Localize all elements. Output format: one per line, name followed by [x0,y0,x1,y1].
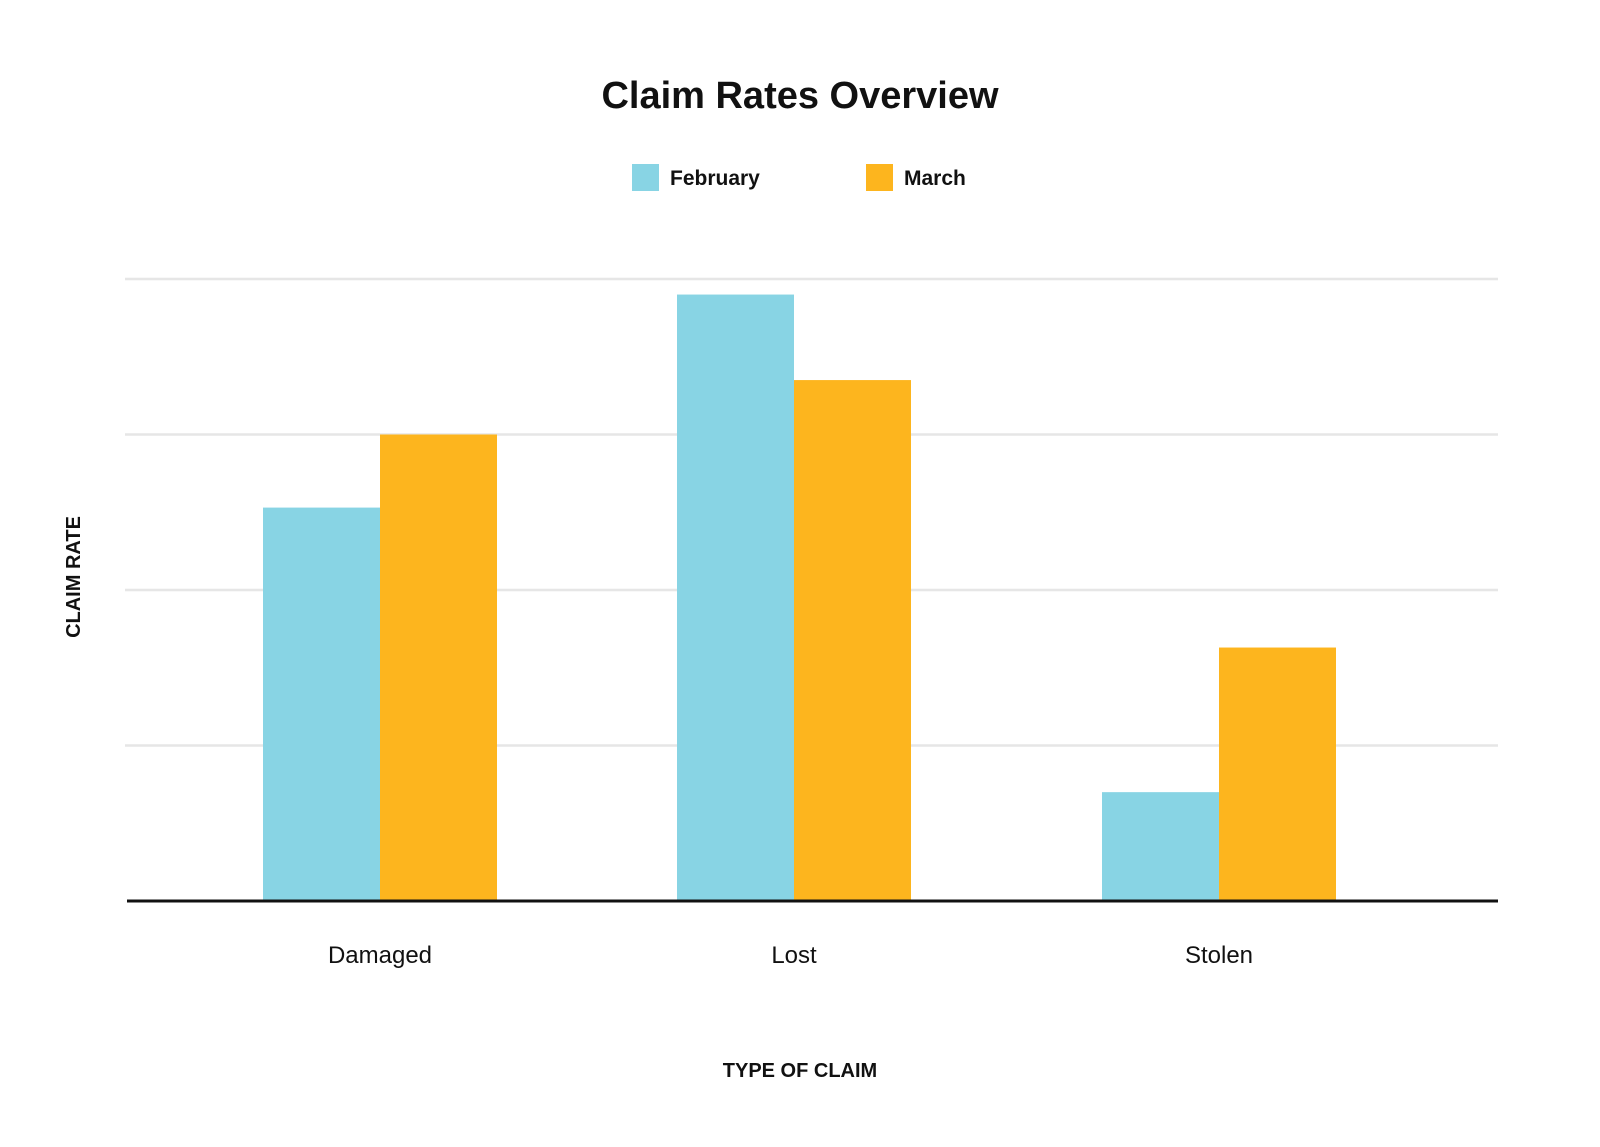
bars [263,294,1336,901]
chart-title: Claim Rates Overview [601,75,999,117]
x-axis-title: TYPE OF CLAIM [723,1060,877,1082]
bar-february-stolen [1102,792,1219,901]
bar-february-lost [677,294,794,901]
legend-item-march: March [866,164,966,191]
legend-swatch [632,164,659,191]
y-axis-title: CLAIM RATE [63,516,85,638]
legend-label: March [904,167,966,190]
legend-swatch [866,164,893,191]
bar-march-stolen [1219,647,1336,901]
bar-march-damaged [380,434,497,901]
bar-march-lost [794,380,911,901]
x-tick-label: Damaged [328,942,432,969]
legend: February March [632,164,966,191]
x-tick-label: Lost [771,942,817,969]
bar-february-damaged [263,507,380,901]
x-tick-label: Stolen [1185,942,1253,969]
x-tick-labels: Damaged Lost Stolen [328,942,1253,969]
legend-item-february: February [632,164,760,191]
legend-label: February [670,167,760,190]
